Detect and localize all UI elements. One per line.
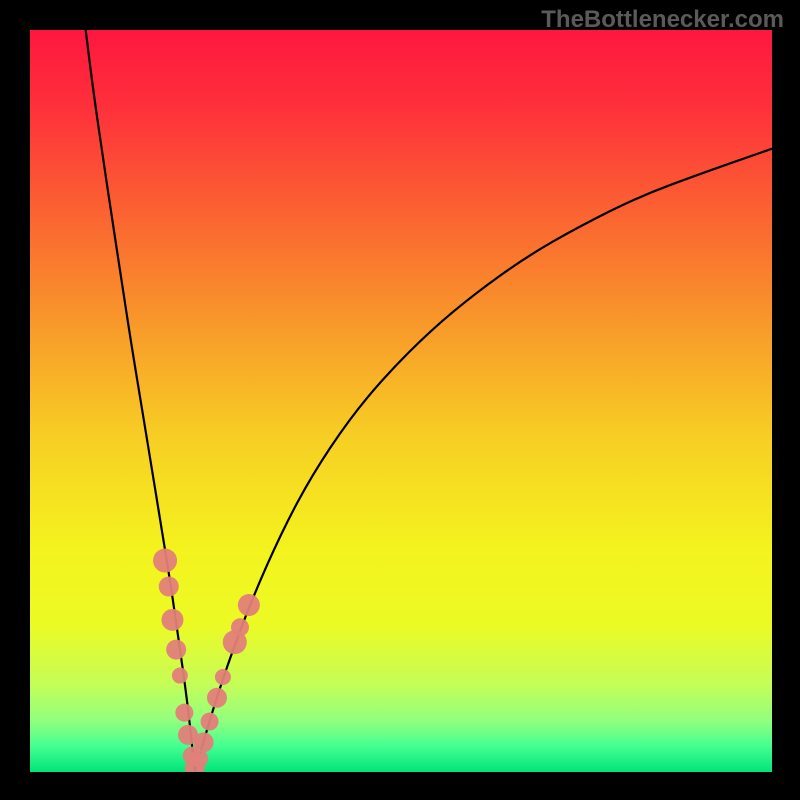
data-marker [166,640,186,660]
data-marker [194,732,214,752]
data-marker [161,609,183,631]
data-marker [215,669,231,685]
data-marker [231,618,249,636]
data-marker [190,750,208,768]
watermark-text: TheBottlenecker.com [541,6,784,34]
data-marker [159,577,179,597]
chart-frame: TheBottlenecker.com [0,0,800,800]
data-marker [207,688,227,708]
chart-svg [0,0,800,800]
data-marker [153,549,177,573]
data-marker [172,668,188,684]
data-marker [238,594,260,616]
data-marker [175,704,193,722]
data-marker [201,713,219,731]
